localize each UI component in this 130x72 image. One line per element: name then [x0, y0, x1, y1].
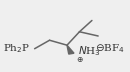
Text: $\oplus$: $\oplus$ — [76, 55, 83, 64]
Text: $\ominus$BF$_4$: $\ominus$BF$_4$ — [95, 42, 125, 55]
Polygon shape — [67, 45, 74, 54]
Text: Ph$_2$P: Ph$_2$P — [3, 42, 30, 55]
Text: $\it{N}$H$_3$: $\it{N}$H$_3$ — [78, 44, 101, 58]
